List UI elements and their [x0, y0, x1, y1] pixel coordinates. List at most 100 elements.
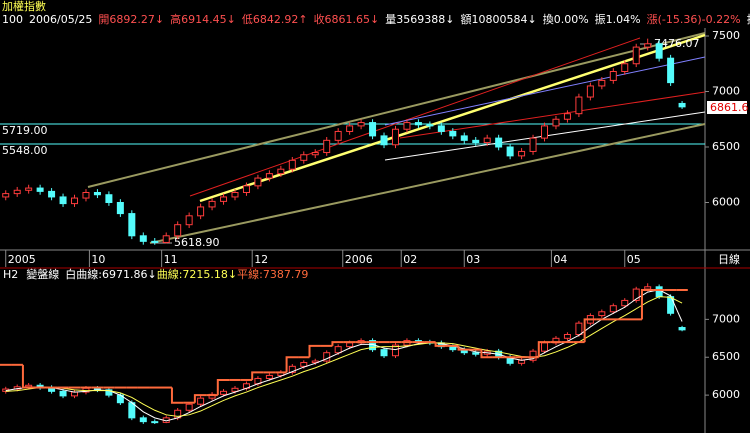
candle-body: [128, 213, 136, 237]
candle-body: [529, 137, 537, 152]
candle-body: [380, 349, 388, 357]
candle-body: [231, 192, 239, 198]
candle-body: [334, 130, 342, 141]
candle-body: [621, 63, 629, 73]
line-series: [5, 289, 683, 422]
step-line: [480, 349, 493, 359]
candle-body: [644, 43, 652, 48]
candle-body: [208, 200, 216, 208]
lower-header: H2 變盤線 白曲線:6971.86↓曲線:7215.18↓平線:7387.79: [3, 267, 308, 281]
y-tick-label: 6500: [712, 140, 740, 153]
candle-body: [563, 113, 571, 120]
candle-body: [655, 286, 663, 298]
candle-body: [632, 288, 640, 301]
candle-body: [2, 193, 10, 198]
candle-body: [667, 57, 675, 84]
candle-body: [105, 389, 113, 396]
header-item: 2006/05/25: [29, 13, 92, 26]
candle-body: [644, 286, 652, 290]
candle-body: [472, 139, 480, 144]
annotation: 5618.90: [174, 236, 220, 249]
candle-body: [59, 196, 67, 205]
step-line: [434, 342, 448, 347]
step-line: [285, 356, 299, 373]
y-tick-label: 7500: [712, 29, 740, 42]
step-line: [331, 341, 344, 346]
candle-body: [116, 201, 124, 215]
x-tick-label: 2006: [345, 253, 373, 266]
candle-body: [197, 206, 205, 217]
candle-body: [380, 135, 388, 146]
candle-body: [139, 417, 147, 423]
annotation: 5719.00: [2, 124, 48, 137]
header-item: 開6892.27↓: [98, 13, 164, 26]
header-item: 低6842.92↑: [242, 13, 308, 26]
period-label: 日線: [718, 252, 740, 266]
candle-body: [541, 125, 549, 139]
x-tick-label: 03: [466, 253, 480, 266]
step-line: [457, 345, 470, 351]
candle-body: [93, 192, 101, 196]
candle-body: [36, 187, 44, 192]
candle-body: [346, 125, 354, 132]
candle-body: [621, 299, 629, 307]
last-price-label: 6861.6: [710, 101, 749, 114]
candle-body: [277, 168, 285, 175]
candle-body: [609, 305, 617, 313]
candle-body: [185, 403, 193, 411]
x-tick-label: 11: [164, 253, 178, 266]
candle-body: [288, 159, 296, 170]
x-tick-label: 2005: [8, 253, 36, 266]
candle-body: [254, 177, 262, 187]
candle-body: [220, 390, 228, 395]
header-item: 額10800584↓: [461, 13, 537, 26]
candle-body: [197, 397, 205, 405]
candle-body: [151, 421, 159, 424]
candle-body: [575, 96, 583, 115]
candle-body: [655, 43, 663, 59]
candle-body: [472, 352, 480, 355]
candle-body: [598, 79, 606, 87]
candle-body: [300, 154, 308, 161]
candle-body: [563, 334, 571, 339]
legend-entry: 曲線:7215.18↓: [157, 267, 237, 281]
candle-body: [541, 342, 549, 352]
trend-line: [399, 91, 706, 139]
y-tick-label: 7000: [712, 84, 740, 97]
candle-body: [59, 390, 67, 397]
header-item: 指: [747, 12, 750, 26]
trend-line: [384, 56, 706, 126]
trend-line: [189, 37, 641, 197]
candle-body: [174, 224, 182, 237]
x-tick-label: 10: [91, 253, 105, 266]
candle-body: [300, 362, 308, 367]
candle-body: [518, 150, 526, 157]
candle-body: [586, 85, 594, 98]
y-tick-label: 6000: [712, 195, 740, 208]
candle-body: [391, 344, 399, 357]
step-line: [170, 387, 184, 404]
candle-body: [460, 135, 468, 141]
candle-body: [323, 139, 331, 154]
candle-body: [311, 152, 319, 156]
trend-line: [87, 32, 706, 188]
step-line: [583, 318, 597, 343]
panel-title: H2: [3, 268, 18, 281]
header-item: 漲(-15.36)-0.22%: [647, 13, 741, 26]
candle-body: [632, 46, 640, 65]
plot: 6000 6500 7000 7500 2005 10 11 12 2006 02 03 04 05 60…: [0, 29, 740, 424]
x-tick-label: 12: [254, 253, 268, 266]
candle-body: [162, 235, 170, 243]
candle-body: [483, 137, 491, 144]
candle-body: [678, 327, 686, 331]
candle-body: [265, 173, 273, 179]
candle-body: [242, 185, 250, 194]
candle-body: [506, 146, 514, 157]
candle-body: [288, 365, 296, 373]
header-item: 振1.04%: [595, 12, 641, 26]
candle-body: [13, 189, 21, 195]
x-tick-label: 02: [403, 253, 417, 266]
step-line: [193, 394, 207, 403]
